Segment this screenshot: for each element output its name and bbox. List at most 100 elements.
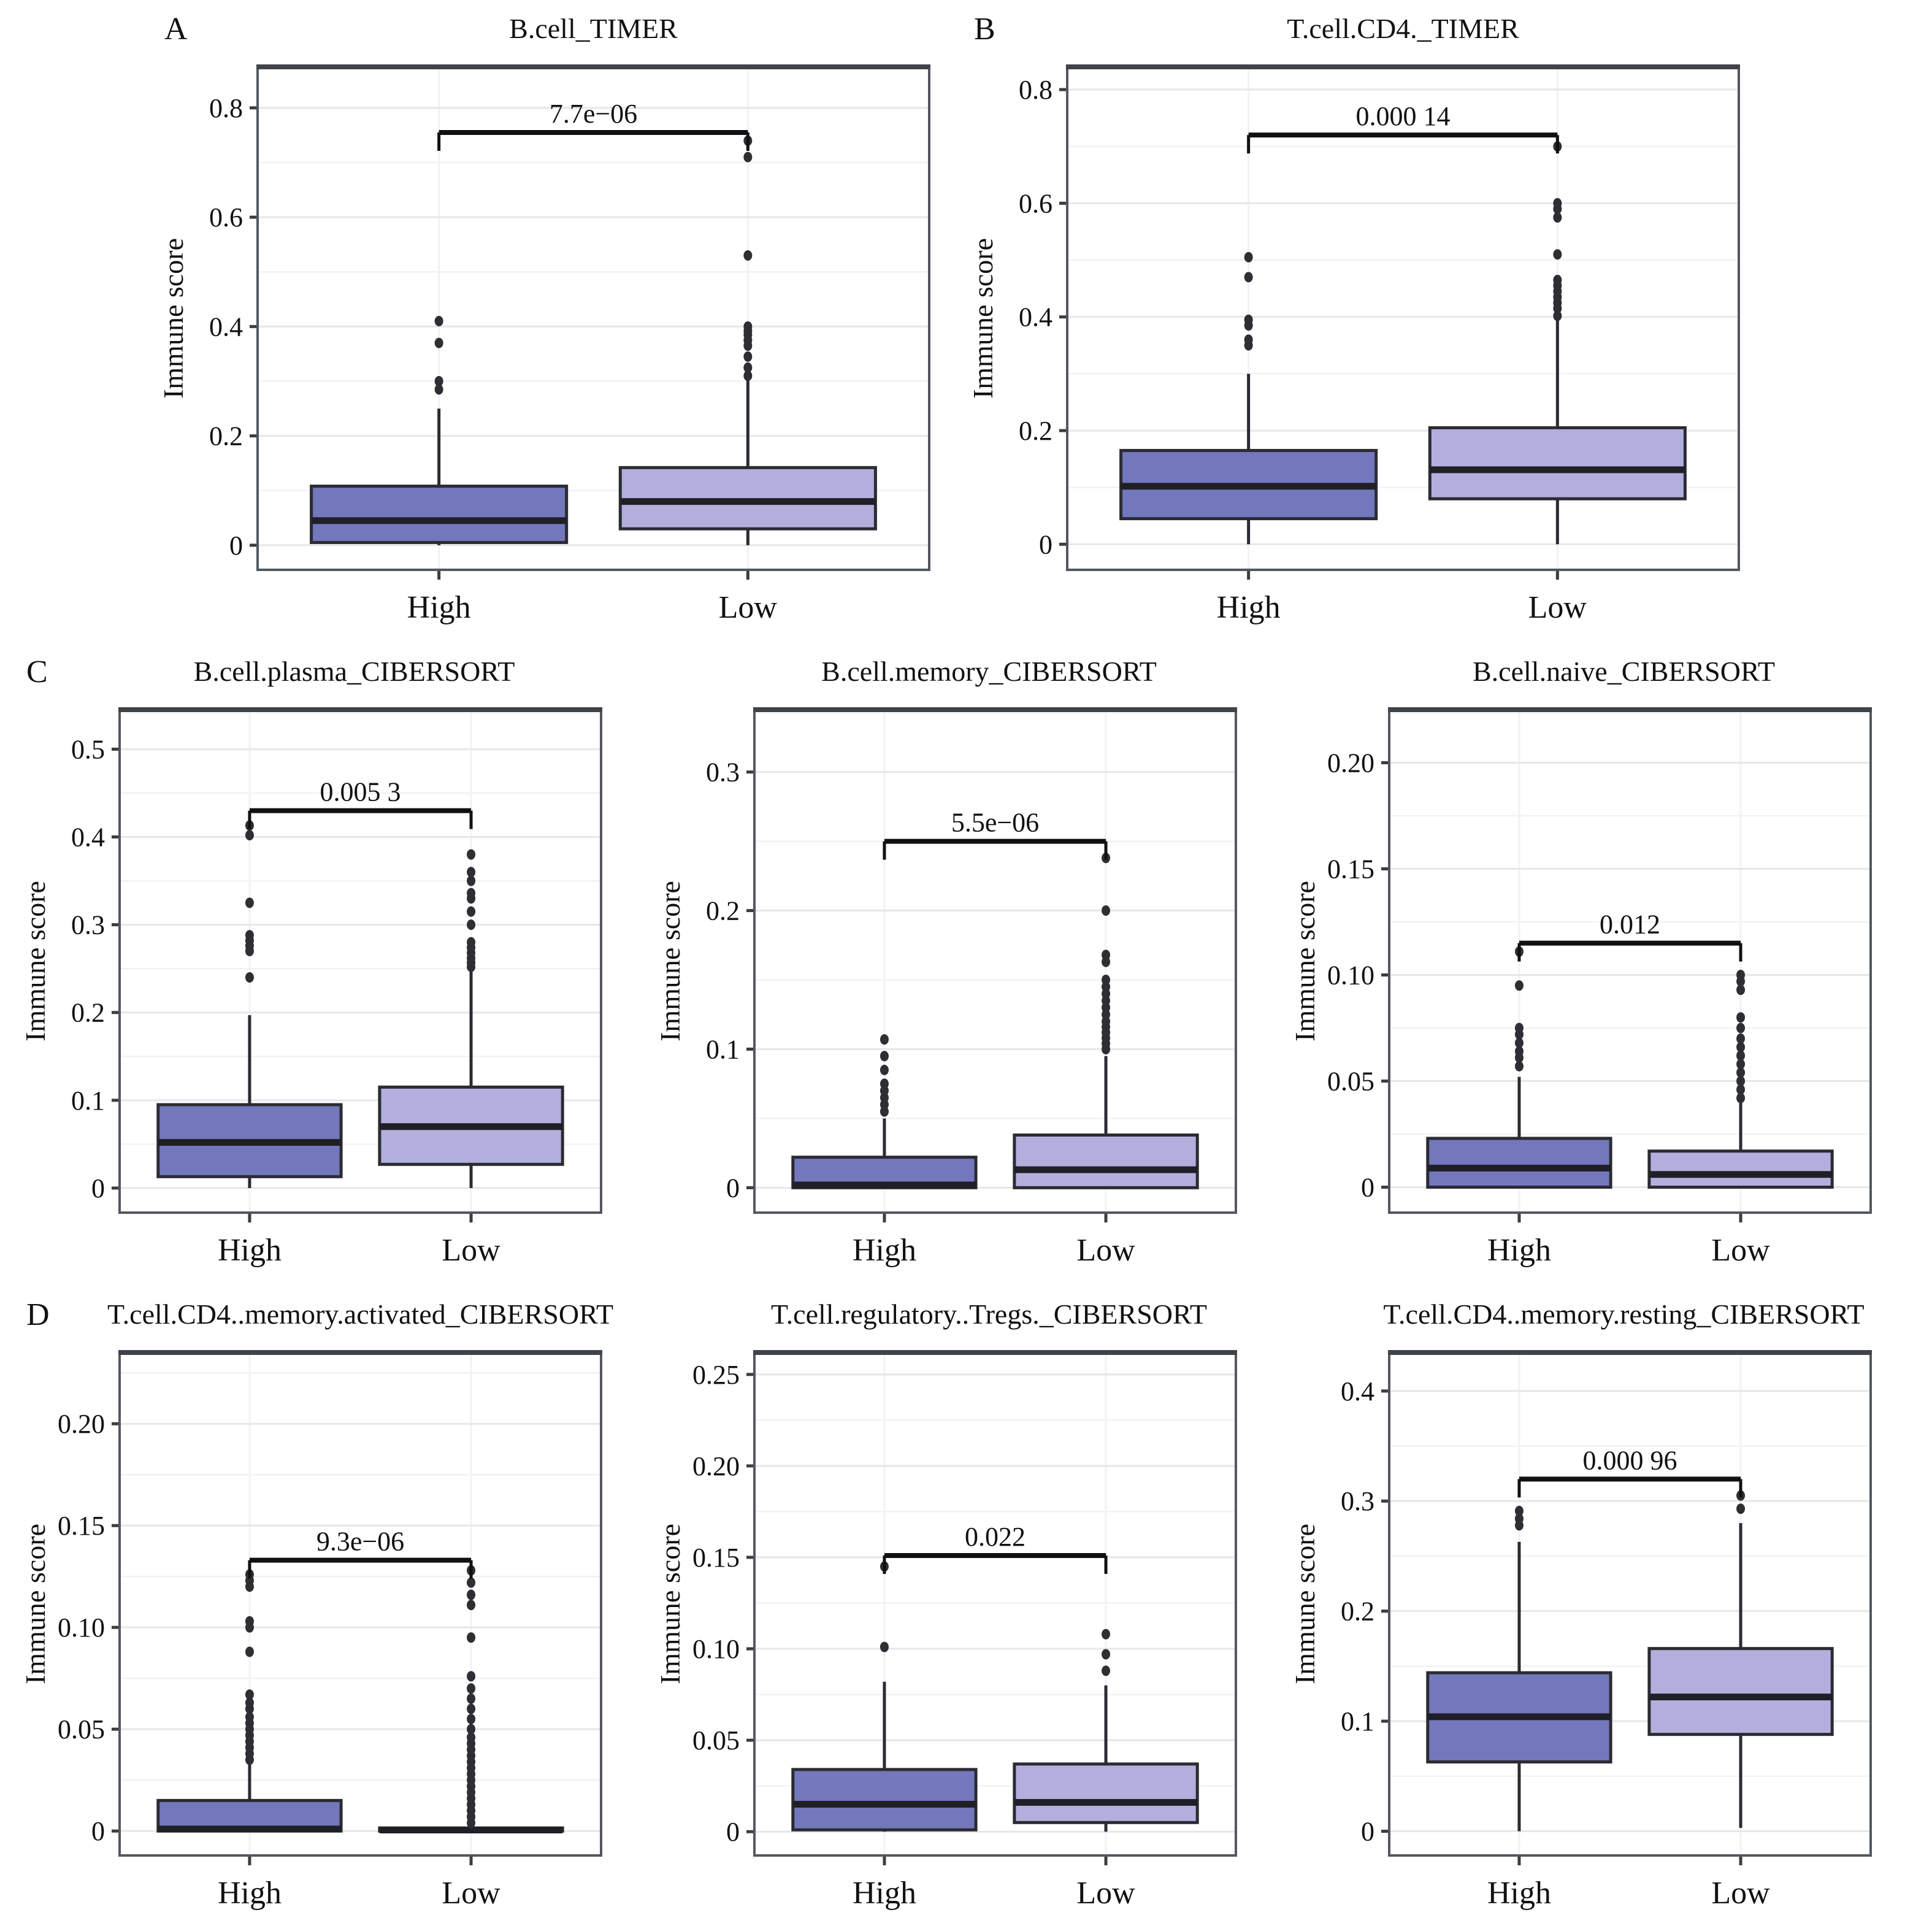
panel-head: C B.cell.plasma_CIBERSORT — [15, 650, 623, 694]
svg-text:0.3: 0.3 — [706, 758, 740, 788]
pvalue-bracket — [1517, 1476, 1742, 1498]
row-1: A B.cell_TIMER 7.7e−06 0 0.2 0.4 0.6 0.8 Immun… — [153, 7, 1932, 640]
panel-title: T.cell.CD4..memory.resting_CIBERSORT — [1383, 1299, 1865, 1330]
box-high — [1119, 374, 1378, 545]
panel-title: B.cell.naive_CIBERSORT — [1473, 656, 1775, 687]
panel-title: T.cell.regulatory..Tregs._CIBERSORT — [770, 1299, 1208, 1330]
svg-text:Low: Low — [1711, 1876, 1770, 1911]
outliers-high — [245, 1569, 254, 1765]
box-low — [1013, 1685, 1199, 1832]
box-high — [1426, 1541, 1612, 1832]
svg-text:0.20: 0.20 — [1327, 748, 1374, 778]
panel-title: T.cell.CD4._TIMER — [1287, 13, 1519, 44]
svg-text:0.8: 0.8 — [1019, 75, 1052, 105]
x-axis: High Low — [218, 1857, 500, 1911]
panel-tcell-tregs: T.cell.regulatory..Tregs._CIBERSORT 0.02… — [650, 1293, 1257, 1926]
panel-tcell-memory-resting: T.cell.CD4..memory.resting_CIBERSORT 0.0… — [1285, 1293, 1892, 1926]
svg-text:0.1: 0.1 — [706, 1034, 740, 1064]
boxplot-svg: 0.000 14 0 0.2 0.4 0.6 0.8 Immune score High Low — [963, 52, 1760, 640]
svg-text:0.15: 0.15 — [58, 1511, 105, 1541]
svg-text:0.10: 0.10 — [692, 1634, 740, 1664]
svg-text:0.4: 0.4 — [71, 823, 105, 853]
svg-text:0: 0 — [726, 1173, 740, 1203]
panel-title: T.cell.CD4..memory.activated_CIBERSORT — [107, 1299, 614, 1330]
svg-text:High: High — [407, 590, 471, 625]
outliers-high — [1514, 1505, 1524, 1531]
panel-letter: D — [26, 1297, 50, 1332]
x-axis: High Low — [1487, 1214, 1770, 1268]
svg-text:0: 0 — [1361, 1817, 1374, 1847]
panel-tcell-cd4-timer: B T.cell.CD4._TIMER 0.000 14 0 0.2 0.4 0.6 0.… — [963, 7, 1760, 640]
panel-head: B.cell.memory_CIBERSORT — [650, 650, 1257, 694]
pvalue-bracket — [437, 129, 749, 151]
pvalue-bracket — [883, 838, 1108, 860]
panel-head: B T.cell.CD4._TIMER — [963, 7, 1760, 52]
outliers-low — [1102, 853, 1111, 1054]
panel-letter: B — [974, 12, 995, 47]
y-axis-label: Immune score — [158, 238, 189, 399]
y-axis-label: Immune score — [1289, 881, 1321, 1042]
pvalue-label: 0.000 96 — [1583, 1445, 1677, 1475]
svg-text:Low: Low — [1076, 1876, 1135, 1911]
y-axis: 0 0.2 0.4 0.6 0.8 — [1019, 75, 1066, 559]
panel-head: A B.cell_TIMER — [153, 7, 951, 52]
svg-text:0: 0 — [1039, 529, 1052, 559]
panel-background — [650, 1337, 1257, 1926]
box-high — [156, 1763, 343, 1833]
boxplot-svg: 9.3e−06 0 0.05 0.10 0.15 0.20 Immune score High… — [15, 1337, 623, 1926]
panel-background — [1285, 694, 1892, 1283]
svg-text:0.05: 0.05 — [58, 1714, 105, 1744]
panel-head: T.cell.CD4..memory.resting_CIBERSORT — [1285, 1293, 1892, 1337]
y-axis: 0 0.1 0.2 0.3 0.4 0.5 — [71, 734, 118, 1203]
box-high — [791, 1681, 978, 1832]
box-low — [378, 970, 564, 1188]
y-axis: 0 0.05 0.10 0.15 0.20 — [58, 1409, 118, 1846]
box-high — [310, 409, 569, 545]
svg-text:Low: Low — [1711, 1233, 1770, 1268]
pvalue-label: 0.000 14 — [1356, 101, 1451, 131]
grid — [120, 710, 601, 1213]
y-axis-label: Immune score — [1289, 1524, 1321, 1684]
panel-background — [650, 694, 1257, 1283]
svg-text:0.10: 0.10 — [1327, 960, 1374, 990]
outliers-low — [467, 849, 476, 972]
svg-text:Low: Low — [1076, 1233, 1135, 1268]
boxplot-svg: 7.7e−06 0 0.2 0.4 0.6 0.8 Immune score High Low — [153, 52, 951, 640]
panel-title: B.cell.memory_CIBERSORT — [821, 656, 1157, 687]
svg-text:0.6: 0.6 — [1019, 188, 1052, 218]
x-axis: High Low — [853, 1857, 1135, 1911]
y-axis-label: Immune score — [20, 1524, 51, 1684]
pvalue-bracket — [248, 1557, 473, 1579]
panel-background — [963, 52, 1760, 640]
panel-letter: A — [164, 12, 188, 47]
boxplot-svg: 5.5e−06 0 0.1 0.2 0.3 Immune score High Low — [650, 694, 1257, 1283]
grid — [120, 1352, 601, 1855]
x-axis: High Low — [1217, 571, 1587, 625]
outliers-high — [880, 1034, 889, 1117]
outliers-low — [1736, 969, 1746, 1103]
x-axis: High Low — [407, 571, 777, 625]
boxplot-svg: 0.000 96 0 0.1 0.2 0.3 0.4 Immune score High Low — [1285, 1337, 1892, 1926]
panel-background — [15, 694, 623, 1283]
svg-text:0.05: 0.05 — [1327, 1066, 1374, 1096]
svg-text:0.20: 0.20 — [58, 1409, 105, 1439]
row-2: C B.cell.plasma_CIBERSORT 0.005 3 0 0.1 0.2… — [15, 650, 1932, 1283]
y-axis-label: Immune score — [967, 238, 999, 399]
pvalue-bracket — [248, 808, 473, 829]
svg-text:0.15: 0.15 — [1327, 854, 1374, 884]
svg-text:0.8: 0.8 — [209, 93, 243, 123]
y-axis: 0 0.1 0.2 0.3 0.4 — [1341, 1376, 1388, 1847]
outliers-low — [1553, 141, 1562, 321]
box-low — [378, 1826, 564, 1834]
boxplot-svg: 0.012 0 0.05 0.10 0.15 0.20 Immune score High Lo… — [1285, 694, 1892, 1283]
outliers-low — [467, 1565, 476, 1828]
svg-text:0.3: 0.3 — [71, 910, 105, 940]
svg-text:0.4: 0.4 — [1019, 302, 1052, 332]
y-axis: 0 0.1 0.2 0.3 — [706, 758, 753, 1203]
panel-head: D T.cell.CD4..memory.activated_CIBERSORT — [15, 1293, 623, 1337]
svg-text:0: 0 — [91, 1816, 105, 1846]
svg-text:0.2: 0.2 — [706, 896, 740, 926]
pvalue-bracket — [1517, 940, 1742, 962]
panel-bcell-naive: B.cell.naive_CIBERSORT 0.012 0 0.05 0.10 0.1… — [1285, 650, 1892, 1283]
